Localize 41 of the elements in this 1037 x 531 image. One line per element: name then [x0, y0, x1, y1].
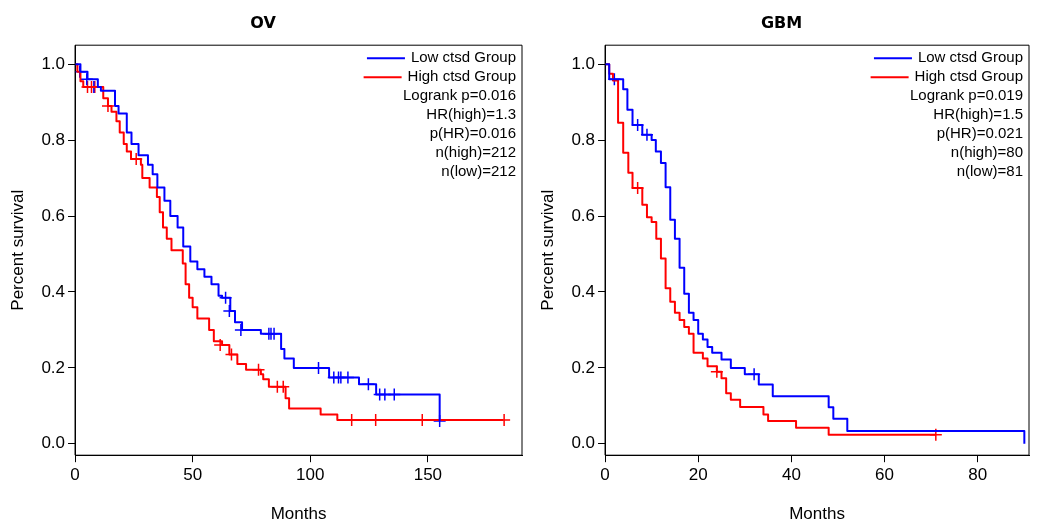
x-tick-label: 150 [413, 465, 443, 485]
x-tick-label: 50 [183, 465, 203, 485]
x-tick-label: 60 [875, 465, 895, 485]
y-tick-label: 0.0 [41, 433, 66, 453]
y-tick-label: 0.4 [41, 281, 66, 301]
x-axis-title: Months [789, 504, 845, 524]
legend-label: Low ctsd Group [917, 48, 1023, 66]
y-tick-label: 0.6 [41, 205, 66, 225]
x-axis-title: Months [270, 504, 327, 524]
y-tick-label: 0.6 [571, 205, 596, 225]
annotation: Logrank p=0.019 [909, 86, 1023, 104]
y-axis-title: Percent survival [7, 189, 27, 311]
x-tick-label: 0 [70, 465, 80, 485]
y-tick-label: 0.8 [41, 129, 66, 149]
x-tick-label: 0 [600, 465, 610, 485]
legend-label: High ctsd Group [407, 67, 516, 85]
y-axis-title: Percent survival [537, 189, 557, 311]
y-tick-label: 0.8 [571, 129, 596, 149]
annotation: n(high)=212 [435, 143, 516, 161]
y-tick-label: 0.2 [571, 357, 596, 377]
legend-label: High ctsd Group [914, 67, 1023, 85]
y-tick-label: 0.0 [571, 433, 596, 453]
annotation: p(HR)=0.021 [936, 124, 1023, 142]
legend-label: Low ctsd Group [410, 48, 516, 66]
annotation: HR(high)=1.3 [426, 105, 516, 123]
y-tick-label: 0.2 [41, 357, 66, 377]
y-tick-label: 1.0 [571, 53, 596, 73]
annotation: Logrank p=0.016 [402, 86, 516, 104]
x-tick-label: 100 [296, 465, 325, 485]
annotation: p(HR)=0.016 [429, 124, 516, 142]
annotation: n(low)=212 [441, 162, 516, 180]
x-tick-label: 80 [968, 465, 988, 485]
annotation: HR(high)=1.5 [933, 105, 1023, 123]
x-tick-label: 40 [781, 465, 801, 485]
annotation: n(low)=81 [956, 162, 1023, 180]
x-tick-label: 20 [688, 465, 708, 485]
chart-title: GBM [760, 12, 803, 32]
chart-title: OV [250, 12, 277, 32]
annotation: n(high)=80 [950, 143, 1023, 161]
y-tick-label: 1.0 [41, 53, 66, 73]
y-tick-label: 0.4 [571, 281, 596, 301]
